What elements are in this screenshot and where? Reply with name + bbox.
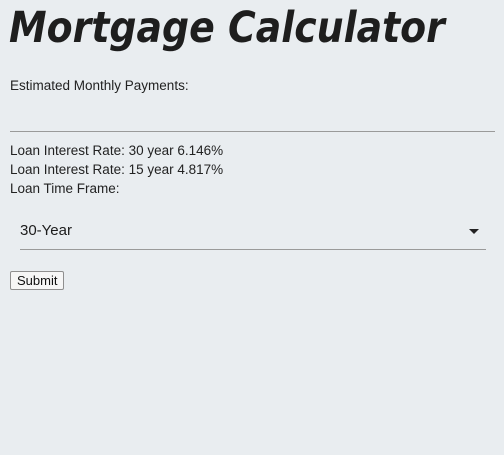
submit-button[interactable]: Submit: [10, 271, 65, 290]
rate-15-year-text: Loan Interest Rate: 15 year 4.817%: [10, 162, 224, 177]
rate-30-year-text: Loan Interest Rate: 30 year 6.146%: [10, 143, 224, 158]
loan-time-frame-select[interactable]: 30-Year: [20, 214, 486, 250]
monthly-payment-field[interactable]: [10, 100, 495, 132]
page-title: Mortgage Calculator: [9, 3, 445, 53]
monthly-payments-label: Estimated Monthly Payments:: [10, 78, 189, 93]
loan-time-frame-label: Loan Time Frame:: [10, 181, 120, 196]
caret-down-icon: [469, 229, 479, 234]
selected-time-frame: 30-Year: [20, 222, 72, 239]
